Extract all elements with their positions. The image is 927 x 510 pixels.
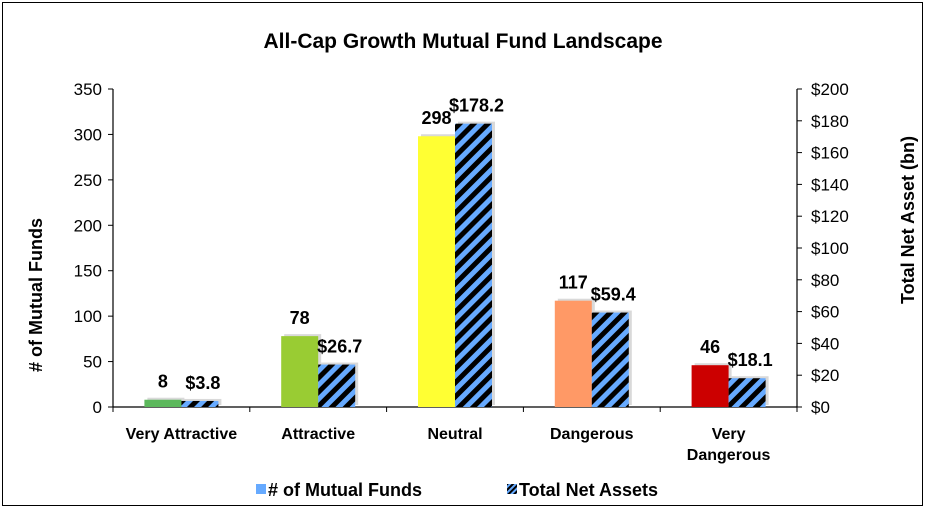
data-label-funds: 298 <box>421 108 451 128</box>
bar-funds <box>418 136 455 407</box>
y-right-tick-label: $80 <box>811 271 839 290</box>
y-left-tick-label: 300 <box>74 125 102 144</box>
legend-label-funds: # of Mutual Funds <box>268 480 422 500</box>
x-category-label: Dangerous <box>550 426 634 443</box>
y-right-tick-label: $60 <box>811 303 839 322</box>
plot-area: 0 50 100 150 200 250 300 350 $0 $20 $40 $60 $80 $100 $… <box>74 80 849 464</box>
x-category-label: Dangerous <box>687 447 771 464</box>
y-right-tick-label: $0 <box>811 398 830 417</box>
x-category-label: Very <box>712 426 746 443</box>
y-left-tick-label: 350 <box>74 80 102 99</box>
y-right-tick-label: $160 <box>811 144 849 163</box>
data-label-funds: 117 <box>559 273 588 293</box>
bar-assets <box>728 378 766 407</box>
y-right-tick-label: $40 <box>811 334 839 353</box>
y-right-tick-label: $100 <box>811 239 849 258</box>
data-label-funds: 78 <box>290 308 310 328</box>
data-label-assets: $18.1 <box>728 350 773 370</box>
x-category-label: Very Attractive <box>126 426 238 443</box>
bar-funds <box>281 336 319 407</box>
y-left-tick-label: 50 <box>83 353 102 372</box>
data-label-assets: $26.7 <box>317 337 362 357</box>
y-right-tick-label: $180 <box>811 112 849 131</box>
legend: # of Mutual Funds Total Net Assets <box>256 480 658 500</box>
y-left-tick-label: 0 <box>93 398 102 417</box>
y-right-tick-label: $20 <box>811 366 839 385</box>
x-category-label: Neutral <box>427 426 482 443</box>
bar-assets <box>455 123 492 408</box>
bar-assets <box>591 312 629 407</box>
y-axis-left-label: # of Mutual Funds <box>26 218 46 372</box>
legend-swatch-funds <box>256 484 266 494</box>
chart-title: All-Cap Growth Mutual Fund Landscape <box>264 30 663 53</box>
y-left-tick-label: 250 <box>74 171 102 190</box>
bar-funds <box>144 399 182 407</box>
legend-swatch-assets <box>507 484 517 494</box>
y-left-tick-label: 100 <box>74 307 102 326</box>
data-label-assets: $178.2 <box>449 96 504 116</box>
legend-label-assets: Total Net Assets <box>519 480 658 500</box>
y-right-tick-label: $200 <box>811 80 849 99</box>
bar-funds <box>554 300 592 407</box>
data-label-funds: 46 <box>700 337 720 357</box>
bar-assets <box>181 400 219 407</box>
x-category-label: Attractive <box>281 426 355 443</box>
y-left-tick-label: 200 <box>74 216 102 235</box>
bar-funds <box>691 365 729 407</box>
data-label-assets: $59.4 <box>591 285 636 305</box>
y-right-tick-label: $140 <box>811 175 849 194</box>
y-axis-right-label: Total Net Asset (bn) <box>898 136 918 304</box>
data-label-funds: 8 <box>158 372 168 392</box>
y-right-tick-label: $120 <box>811 207 849 226</box>
data-label-assets: $3.8 <box>185 373 220 393</box>
bar-assets <box>318 364 356 407</box>
y-left-tick-label: 150 <box>74 262 102 281</box>
